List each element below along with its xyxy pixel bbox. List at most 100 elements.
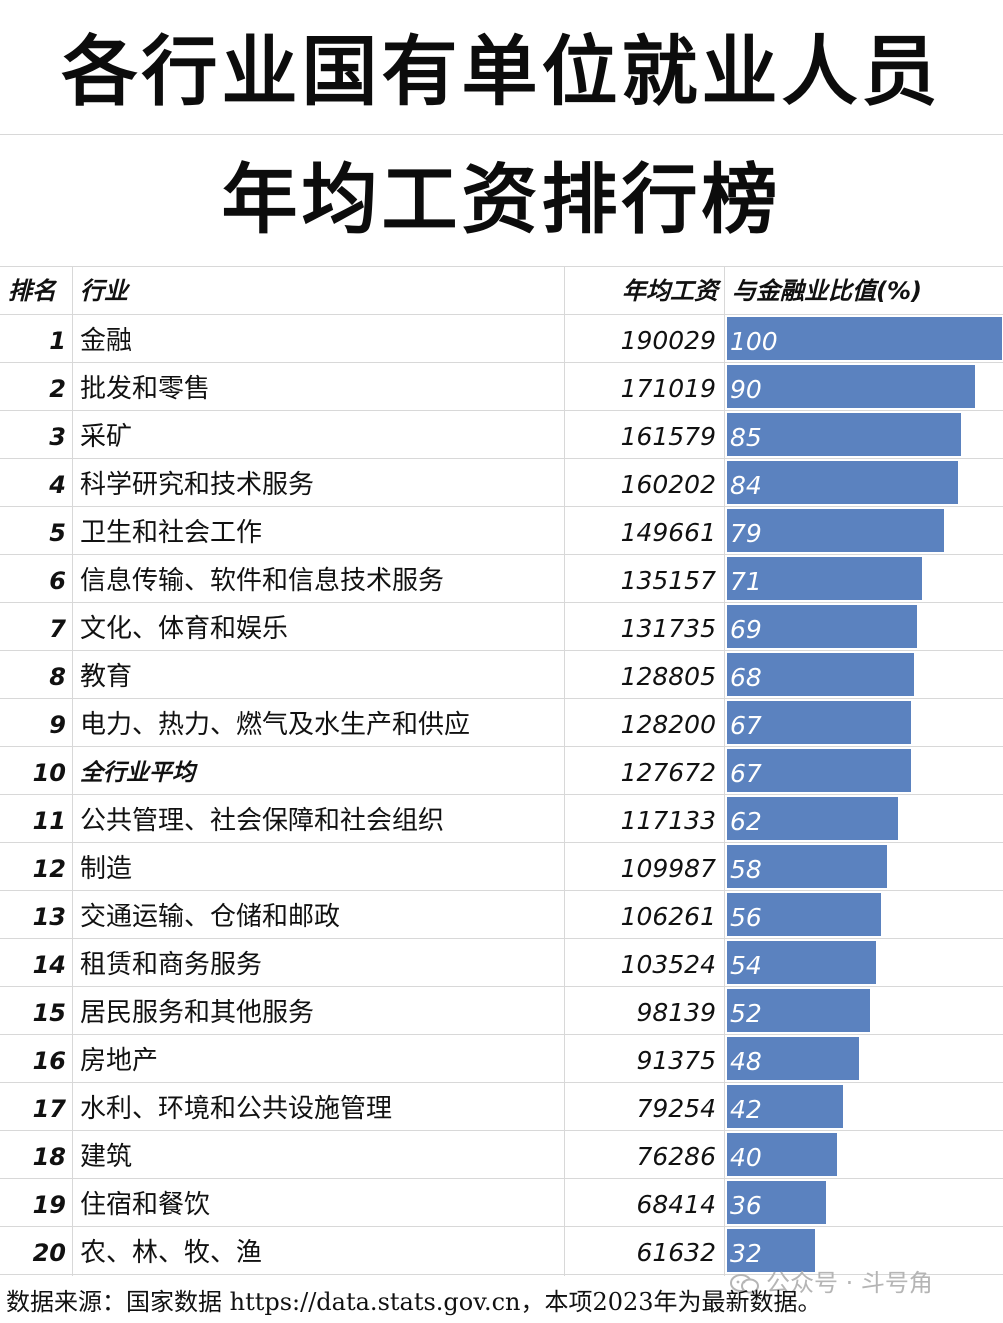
table-row: 5 卫生和社会工作 149661 79 <box>0 507 1003 555</box>
ratio-bar <box>727 941 876 984</box>
salary-cell: 79254 <box>636 1094 716 1123</box>
ratio-bar <box>727 845 887 888</box>
ratio-label: 85 <box>730 423 762 452</box>
column-divider <box>724 266 725 1276</box>
ratio-label: 67 <box>730 711 762 740</box>
table-row: 7 文化、体育和娱乐 131735 69 <box>0 603 1003 651</box>
salary-cell: 128805 <box>620 662 716 691</box>
chart-title-line-2: 年均工资排行榜 <box>221 155 782 244</box>
table-row: 2 批发和零售 171019 90 <box>0 363 1003 411</box>
rank-cell: 18 <box>32 1143 66 1171</box>
chart-title-line-1: 各行业国有单位就业人员 <box>61 27 942 116</box>
industry-cell: 租赁和商务服务 <box>80 950 263 980</box>
ratio-bar <box>727 605 917 648</box>
title-divider <box>0 134 1003 135</box>
salary-cell: 131735 <box>620 614 716 643</box>
industry-cell: 文化、体育和娱乐 <box>80 614 289 644</box>
industry-cell: 金融 <box>80 326 133 356</box>
ratio-bar <box>727 701 911 744</box>
watermark: 公众号 · 斗号角 <box>730 1266 933 1300</box>
salary-cell: 68414 <box>636 1190 716 1219</box>
wechat-icon <box>730 1274 759 1294</box>
ratio-bar <box>727 461 958 504</box>
table-row: 15 居民服务和其他服务 98139 52 <box>0 987 1003 1035</box>
header-industry: 行业 <box>80 277 128 305</box>
salary-cell: 61632 <box>636 1238 716 1267</box>
table-row: 17 水利、环境和公共设施管理 79254 42 <box>0 1083 1003 1131</box>
salary-cell: 103524 <box>620 950 716 979</box>
ratio-bar <box>727 1085 843 1128</box>
ratio-bar <box>727 797 898 840</box>
ratio-bar <box>727 1181 826 1224</box>
column-divider <box>72 266 73 1276</box>
rank-cell: 12 <box>32 855 66 883</box>
header-ratio: 与金融业比值(%) <box>732 277 922 305</box>
header-rank: 排名 <box>8 277 56 305</box>
rank-cell: 8 <box>49 663 66 691</box>
ratio-label: 62 <box>730 807 762 836</box>
table-row: 6 信息传输、软件和信息技术服务 135157 71 <box>0 555 1003 603</box>
table-row: 10 全行业平均 127672 67 <box>0 747 1003 795</box>
table-row: 19 住宿和餐饮 68414 36 <box>0 1179 1003 1227</box>
industry-cell: 采矿 <box>80 422 133 452</box>
ratio-bar <box>727 509 944 552</box>
table-row: 12 制造 109987 58 <box>0 843 1003 891</box>
ratio-label: 90 <box>730 375 762 404</box>
rank-cell: 16 <box>32 1047 66 1075</box>
rank-cell: 10 <box>32 759 66 787</box>
ratio-label: 56 <box>730 903 762 932</box>
ratio-label: 100 <box>730 327 778 356</box>
industry-cell: 批发和零售 <box>80 374 211 404</box>
industry-cell: 住宿和餐饮 <box>80 1190 211 1220</box>
salary-cell: 161579 <box>620 422 716 451</box>
rank-cell: 15 <box>32 999 66 1027</box>
ratio-bar <box>727 749 911 792</box>
ratio-label: 58 <box>730 855 762 884</box>
rank-cell: 13 <box>32 903 66 931</box>
industry-cell: 制造 <box>80 854 133 884</box>
ratio-bar <box>727 989 870 1032</box>
ratio-label: 79 <box>730 519 762 548</box>
industry-cell: 卫生和社会工作 <box>80 518 263 548</box>
industry-cell: 电力、热力、燃气及水生产和供应 <box>80 710 471 740</box>
industry-cell: 建筑 <box>80 1142 133 1172</box>
industry-cell: 科学研究和技术服务 <box>80 470 315 500</box>
salary-cell: 117133 <box>620 806 716 835</box>
ratio-label: 69 <box>730 615 762 644</box>
ratio-bar <box>727 893 881 936</box>
ratio-label: 71 <box>730 567 762 596</box>
salary-cell: 91375 <box>636 1046 716 1075</box>
rank-cell: 6 <box>49 567 66 595</box>
table-row: 14 租赁和商务服务 103524 54 <box>0 939 1003 987</box>
table-body: 1 金融 190029 100 2 批发和零售 171019 90 3 采矿 161579 85 4 科学… <box>0 315 1003 1275</box>
rank-cell: 11 <box>32 807 66 835</box>
ratio-label: 54 <box>730 951 762 980</box>
ratio-bar <box>727 1133 837 1176</box>
title-block: 各行业国有单位就业人员 年均工资排行榜 <box>0 0 1003 267</box>
ratio-bar <box>727 1229 815 1272</box>
salary-cell: 109987 <box>620 854 716 883</box>
salary-cell: 149661 <box>620 518 716 547</box>
table-row: 20 农、林、牧、渔 61632 32 <box>0 1227 1003 1275</box>
ratio-label: 68 <box>730 663 762 692</box>
table-row: 4 科学研究和技术服务 160202 84 <box>0 459 1003 507</box>
industry-cell: 全行业平均 <box>80 760 195 786</box>
data-source-note: 数据来源：国家数据 https://data.stats.gov.cn，本项20… <box>6 1288 822 1316</box>
salary-cell: 171019 <box>620 374 716 403</box>
salary-cell: 76286 <box>636 1142 716 1171</box>
table-row: 13 交通运输、仓储和邮政 106261 56 <box>0 891 1003 939</box>
ratio-label: 42 <box>730 1095 762 1124</box>
ratio-bar <box>727 413 961 456</box>
salary-cell: 128200 <box>620 710 716 739</box>
table-row: 3 采矿 161579 85 <box>0 411 1003 459</box>
salary-cell: 160202 <box>620 470 716 499</box>
rank-cell: 9 <box>49 711 66 739</box>
industry-cell: 居民服务和其他服务 <box>80 998 315 1028</box>
rank-cell: 4 <box>49 471 66 499</box>
rank-cell: 17 <box>32 1095 66 1123</box>
table-row: 11 公共管理、社会保障和社会组织 117133 62 <box>0 795 1003 843</box>
salary-cell: 98139 <box>636 998 716 1027</box>
table-row: 1 金融 190029 100 <box>0 315 1003 363</box>
industry-cell: 水利、环境和公共设施管理 <box>80 1094 393 1124</box>
